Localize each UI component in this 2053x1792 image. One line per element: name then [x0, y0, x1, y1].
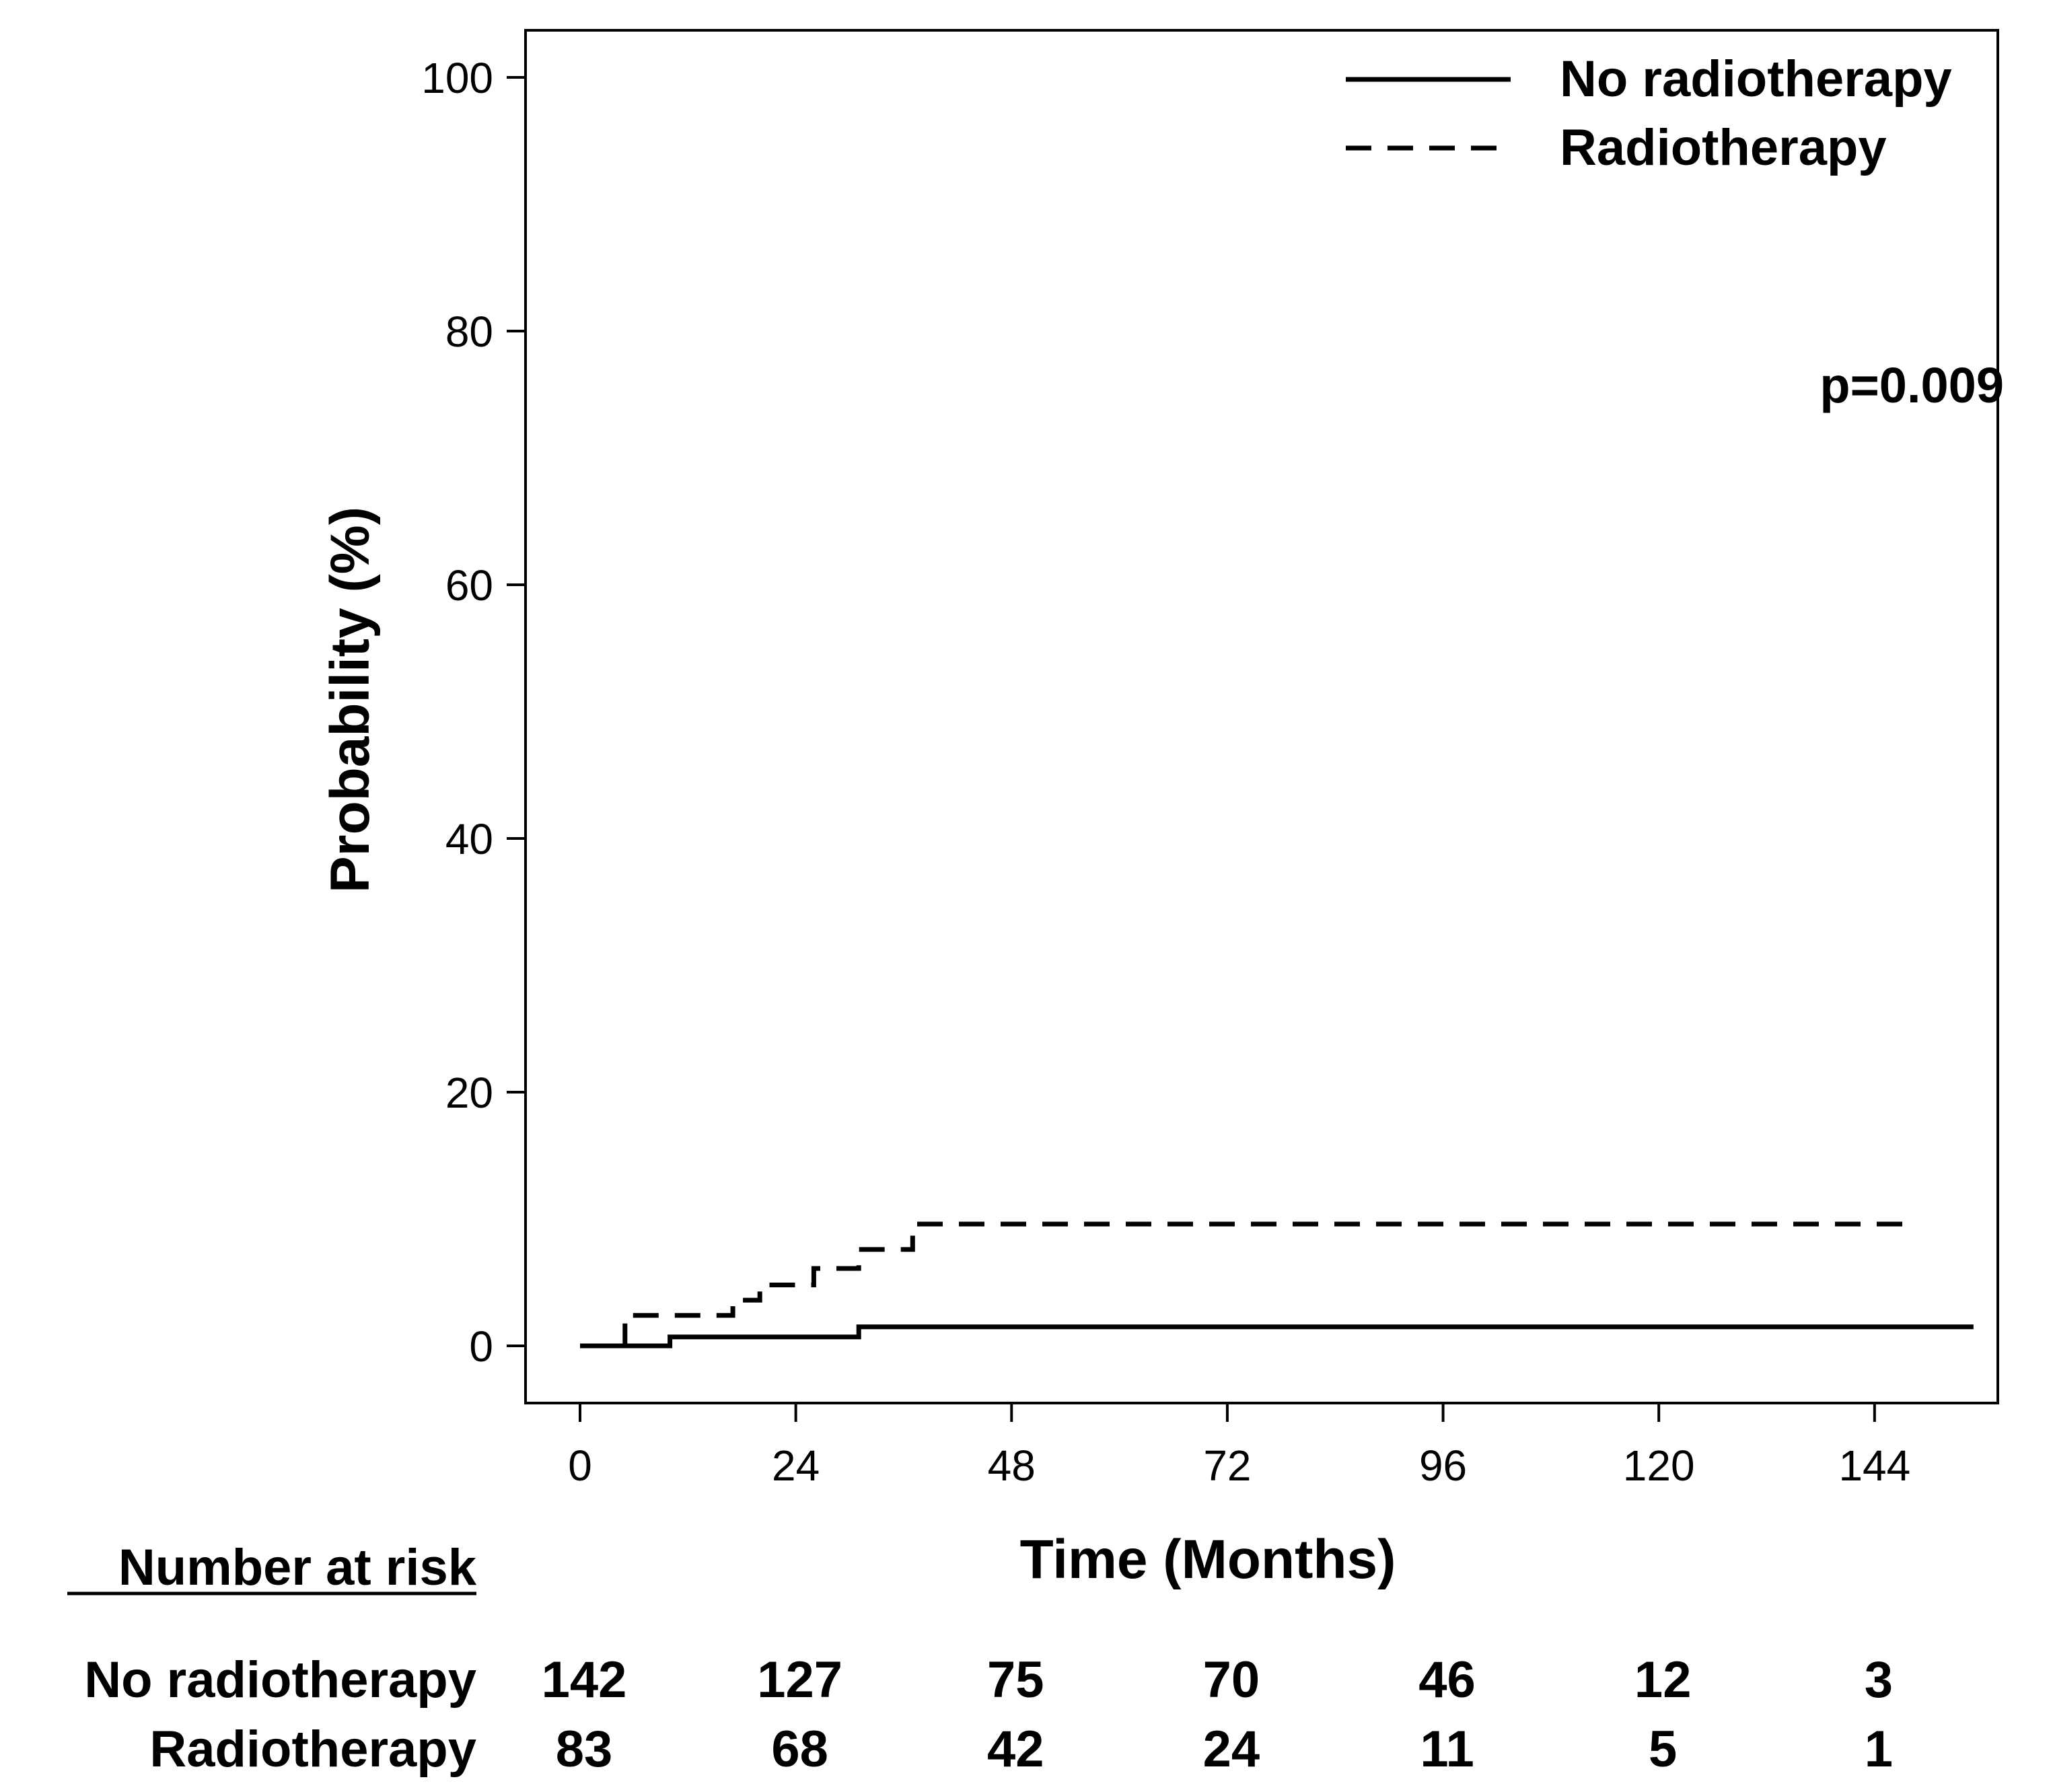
risk-row-label-no-radiotherapy: No radiotherapy [84, 1651, 476, 1709]
risk-value-no-radiotherapy-24: 127 [757, 1651, 842, 1709]
legend-label-radiotherapy: Radiotherapy [1560, 119, 1887, 176]
x-axis: 0 24 48 72 96 120 144 [568, 1403, 1910, 1490]
y-tick-label-20: 20 [445, 1069, 493, 1117]
x-tick-label-24: 24 [772, 1441, 820, 1490]
risk-value-no-radiotherapy-0: 142 [542, 1651, 627, 1709]
y-tick-label-60: 60 [445, 561, 493, 610]
risk-values: 142 127 75 70 46 12 3 83 68 42 24 11 5 1 [542, 1651, 1893, 1778]
risk-value-radiotherapy-24: 68 [771, 1721, 828, 1778]
risk-value-radiotherapy-144: 1 [1865, 1721, 1893, 1778]
risk-value-radiotherapy-96: 11 [1420, 1721, 1474, 1778]
x-tick-label-96: 96 [1419, 1441, 1467, 1490]
y-axis: 0 20 40 60 80 100 [421, 54, 526, 1371]
x-tick-label-144: 144 [1838, 1441, 1910, 1490]
risk-row-label-radiotherapy: Radiotherapy [149, 1721, 476, 1778]
risk-value-no-radiotherapy-72: 70 [1203, 1651, 1260, 1709]
y-tick-label-40: 40 [445, 815, 493, 863]
risk-value-no-radiotherapy-96: 46 [1418, 1651, 1476, 1709]
y-tick-label-100: 100 [421, 54, 493, 102]
risk-value-radiotherapy-72: 24 [1203, 1721, 1260, 1778]
x-tick-label-0: 0 [568, 1441, 592, 1490]
plot-frame [524, 29, 1999, 1404]
x-tick-label-48: 48 [988, 1441, 1036, 1490]
y-tick-label-0: 0 [469, 1322, 493, 1371]
risk-value-radiotherapy-0: 83 [556, 1721, 613, 1778]
series-line-radiotherapy [580, 1221, 1911, 1349]
x-tick-label-72: 72 [1203, 1441, 1251, 1490]
legend-label-no-radiotherapy: No radiotherapy [1560, 50, 1952, 108]
risk-table: Number at risk No radiotherapy Radiother… [67, 1539, 1893, 1778]
y-tick-label-80: 80 [445, 308, 493, 356]
risk-value-radiotherapy-120: 5 [1649, 1721, 1677, 1778]
series-layer [580, 1221, 1974, 1349]
series-line-no-radiotherapy [580, 1324, 1974, 1349]
risk-value-no-radiotherapy-120: 12 [1634, 1651, 1692, 1709]
x-axis-title: Time (Months) [1020, 1529, 1396, 1590]
x-tick-label-120: 120 [1623, 1441, 1695, 1490]
p-value-annotation: p=0.009 [1820, 357, 2004, 413]
legend: No radiotherapy Radiotherapy [1346, 50, 1952, 176]
risk-value-no-radiotherapy-48: 75 [987, 1651, 1044, 1709]
risk-value-no-radiotherapy-144: 3 [1865, 1651, 1893, 1709]
risk-table-title: Number at risk [118, 1539, 477, 1596]
risk-value-radiotherapy-48: 42 [987, 1721, 1044, 1778]
y-axis-title: Probability (%) [320, 507, 381, 893]
